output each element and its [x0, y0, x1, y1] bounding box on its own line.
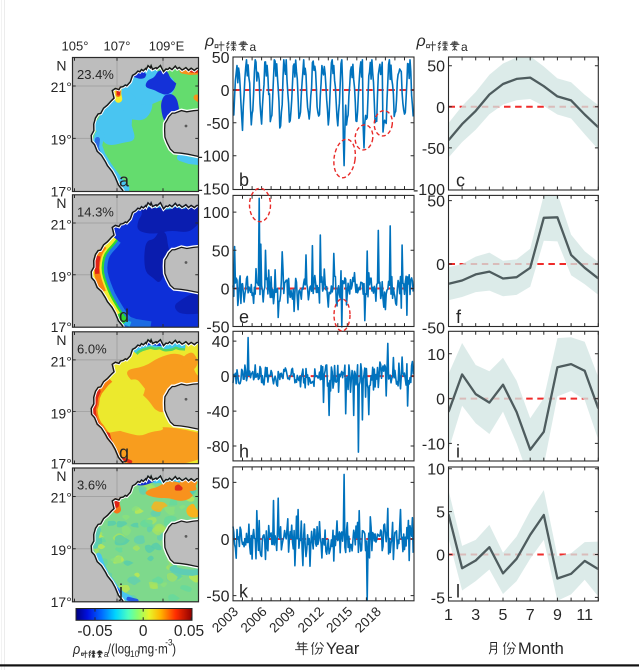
svg-text:-50: -50: [422, 141, 445, 158]
svg-text:50: 50: [212, 50, 230, 67]
svg-text:10: 10: [427, 347, 445, 364]
svg-text:N: N: [56, 332, 66, 348]
svg-text:a: a: [461, 40, 468, 54]
svg-text:0: 0: [139, 623, 148, 640]
svg-text:j: j: [118, 581, 123, 601]
svg-text:21°: 21°: [51, 353, 72, 369]
svg-text:17°: 17°: [51, 184, 72, 200]
svg-text:/(log: /(log: [108, 642, 131, 657]
svg-text:3: 3: [471, 607, 480, 624]
svg-text:50: 50: [212, 475, 230, 492]
svg-text:h: h: [239, 441, 249, 461]
svg-text:19°: 19°: [51, 406, 72, 422]
svg-text:b: b: [239, 170, 249, 190]
svg-text:7: 7: [526, 607, 535, 624]
svg-text:1: 1: [444, 607, 453, 624]
svg-text:k: k: [239, 581, 249, 601]
svg-text:N: N: [56, 58, 66, 74]
svg-text:19°: 19°: [51, 542, 72, 558]
svg-text:N: N: [56, 195, 66, 211]
svg-text:-50: -50: [206, 116, 229, 133]
svg-text:40: 40: [212, 334, 230, 351]
svg-text:21°: 21°: [51, 216, 72, 232]
svg-text:107°: 107°: [104, 39, 131, 54]
svg-text:ρ: ρ: [72, 641, 80, 657]
svg-text:5: 5: [499, 607, 508, 624]
svg-text:c: c: [456, 171, 465, 191]
svg-text:0.05: 0.05: [174, 623, 204, 640]
svg-text:-40: -40: [206, 404, 229, 421]
svg-text:ρ: ρ: [204, 33, 214, 50]
svg-text:19°: 19°: [51, 269, 72, 285]
svg-text:50: 50: [427, 194, 445, 211]
svg-text:0: 0: [436, 257, 445, 274]
svg-text:6.0%: 6.0%: [77, 341, 107, 356]
svg-text:5: 5: [436, 505, 445, 522]
svg-text:-0.05: -0.05: [77, 623, 112, 640]
svg-text:f: f: [456, 307, 462, 327]
svg-text:-100: -100: [197, 149, 229, 166]
svg-text:g: g: [119, 443, 129, 463]
svg-text:100: 100: [203, 205, 230, 222]
svg-text:3.6%: 3.6%: [77, 478, 107, 493]
svg-text:-50: -50: [206, 589, 229, 606]
svg-text:-3: -3: [165, 637, 172, 648]
svg-text:17°: 17°: [51, 594, 72, 610]
svg-text:mg·m: mg·m: [138, 642, 168, 657]
svg-text:e: e: [239, 307, 249, 327]
svg-text:10: 10: [427, 462, 445, 479]
svg-text:N: N: [56, 468, 66, 484]
svg-text:d: d: [119, 306, 129, 326]
svg-text:14.3%: 14.3%: [77, 204, 114, 219]
svg-text:17°: 17°: [51, 319, 72, 335]
svg-text:Month: Month: [518, 640, 564, 658]
svg-text:ρ: ρ: [416, 33, 426, 50]
svg-text:50: 50: [212, 243, 230, 260]
svg-text:50: 50: [427, 59, 445, 76]
svg-text:0: 0: [436, 392, 445, 409]
svg-text:Year: Year: [326, 640, 360, 658]
svg-text:-100: -100: [413, 182, 445, 199]
svg-text:i: i: [456, 442, 460, 462]
svg-text:): ): [172, 642, 176, 657]
svg-text:21°: 21°: [51, 79, 72, 95]
svg-text:-10: -10: [422, 436, 445, 453]
svg-text:a: a: [104, 648, 109, 659]
svg-text:0: 0: [221, 369, 230, 386]
svg-text:a: a: [250, 40, 257, 54]
svg-text:-50: -50: [206, 320, 229, 337]
svg-text:-50: -50: [422, 320, 445, 337]
svg-text:105°: 105°: [62, 39, 89, 54]
svg-text:-80: -80: [206, 439, 229, 456]
svg-text:0: 0: [221, 83, 230, 100]
svg-text:l: l: [456, 582, 460, 602]
svg-text:17°: 17°: [51, 456, 72, 472]
svg-text:0: 0: [221, 532, 230, 549]
svg-text:0: 0: [436, 100, 445, 117]
svg-text:21°: 21°: [51, 490, 72, 506]
svg-text:10: 10: [130, 648, 139, 659]
svg-text:-150: -150: [197, 182, 229, 199]
svg-text:19°: 19°: [51, 131, 72, 147]
svg-text:11: 11: [576, 607, 593, 624]
svg-text:9: 9: [553, 607, 562, 624]
svg-text:-5: -5: [431, 590, 445, 607]
svg-text:0: 0: [436, 548, 445, 565]
svg-text:0: 0: [221, 282, 230, 299]
svg-text:a: a: [119, 171, 130, 191]
svg-text:23.4%: 23.4%: [77, 67, 114, 82]
svg-text:109°E: 109°E: [149, 39, 185, 54]
